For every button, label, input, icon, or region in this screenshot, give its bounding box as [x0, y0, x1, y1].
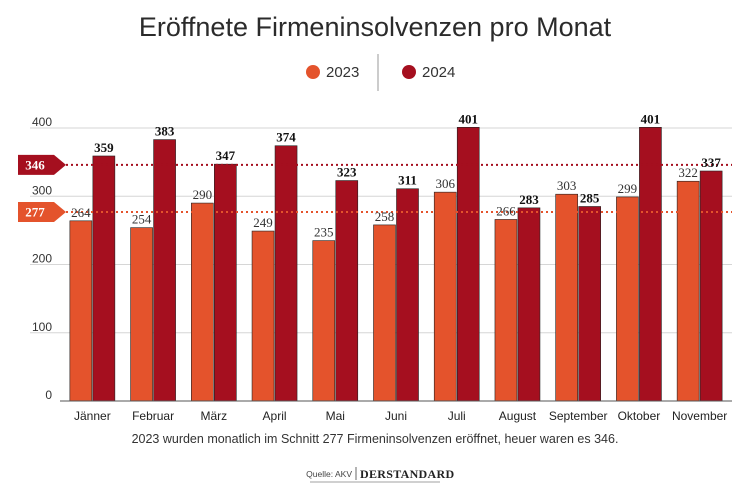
legend-label-2024: 2024: [422, 64, 455, 81]
chart-title: Eröffnete Firmeninsolvenzen pro Monat: [139, 12, 612, 42]
y-tick-label: 400: [32, 115, 52, 129]
bar-2024: [214, 163, 237, 402]
reference-label-2024: 346: [25, 157, 45, 172]
data-label-2024: 311: [398, 173, 417, 188]
bar-2024: [699, 170, 723, 402]
reference-tag-2023: [18, 201, 66, 222]
x-tick-label: Mai: [326, 409, 345, 423]
x-tick-label: Oktober: [618, 409, 661, 423]
chart-caption: 2023 wurden monatlich im Schnitt 277 Fir…: [132, 432, 619, 446]
data-label-2024: 283: [519, 192, 539, 207]
x-tick-label: Jänner: [74, 409, 111, 423]
data-label-2024: 347: [216, 148, 236, 163]
x-tick-label: August: [499, 409, 537, 423]
bar-2024: [274, 145, 298, 402]
y-tick-label: 300: [32, 183, 52, 197]
legend: 2023 2024: [306, 54, 455, 91]
value-labels: 264 359 254 383 290 347 249 374 235 323 258 311 306 4…: [71, 111, 721, 239]
reference-tag-2024: [18, 154, 66, 175]
bar-2023: [494, 219, 518, 402]
x-tick-label: Juli: [448, 409, 466, 423]
data-label-2024: 323: [337, 165, 357, 180]
bar-2024: [335, 180, 359, 402]
bar-2023: [191, 202, 214, 402]
data-label-2023: 254: [132, 212, 152, 227]
data-label-2023: 303: [557, 178, 577, 193]
bar-2023: [676, 180, 700, 402]
bars: [69, 127, 723, 402]
x-tick-label: Februar: [132, 409, 174, 423]
source-text: Quelle: AKV: [306, 469, 352, 479]
bar-2023: [130, 227, 153, 402]
data-label-2023: 299: [618, 181, 638, 196]
bar-2023: [312, 240, 336, 402]
x-tick-label: April: [263, 409, 287, 423]
y-tick-label: 0: [45, 388, 52, 402]
y-tick-label: 100: [32, 320, 52, 334]
source-line: Quelle: AKV DERSTANDARD: [306, 467, 454, 483]
data-label-2023: 258: [375, 209, 395, 224]
x-axis: Jänner Februar März April Mai Juni Juli August S…: [60, 400, 732, 423]
bar-2023: [433, 191, 457, 402]
bar-2024: [92, 155, 116, 402]
bar-2023: [373, 224, 396, 402]
bar-2023: [69, 220, 93, 402]
bar-2023: [251, 230, 275, 402]
bar-2024: [517, 207, 541, 402]
data-label-2023: 306: [435, 176, 455, 191]
x-tick-label: November: [672, 409, 727, 423]
data-label-2024: 337: [701, 155, 721, 170]
data-label-2023: 290: [193, 187, 213, 202]
data-label-2023: 249: [253, 215, 273, 230]
data-label-2024: 285: [580, 190, 600, 205]
data-label-2024: 401: [641, 111, 661, 126]
brand-logo: DERSTANDARD: [360, 467, 454, 481]
reference-label-2023: 277: [25, 204, 45, 219]
data-label-2024: 359: [94, 140, 114, 155]
data-label-2023: 266: [496, 203, 516, 218]
data-label-2023: 322: [678, 165, 698, 180]
data-label-2023: 264: [71, 205, 91, 220]
bar-2024: [578, 206, 601, 402]
legend-swatch-2023: [306, 65, 320, 79]
data-label-2023: 235: [314, 225, 334, 240]
x-tick-label: September: [549, 409, 608, 423]
bar-2024: [456, 127, 480, 402]
data-label-2024: 383: [155, 124, 175, 139]
legend-label-2023: 2023: [326, 64, 359, 81]
bar-2024: [153, 139, 176, 402]
bar-2023: [616, 196, 639, 402]
reference-lines: 346 277: [18, 154, 732, 222]
bar-2023: [555, 193, 578, 402]
x-tick-label: März: [200, 409, 227, 423]
bar-2024: [639, 127, 662, 402]
bar-2024: [396, 188, 419, 402]
legend-swatch-2024: [402, 65, 416, 79]
y-tick-label: 200: [32, 252, 52, 266]
data-label-2024: 374: [276, 130, 296, 145]
data-label-2024: 401: [458, 111, 478, 126]
x-tick-label: Juni: [385, 409, 407, 423]
